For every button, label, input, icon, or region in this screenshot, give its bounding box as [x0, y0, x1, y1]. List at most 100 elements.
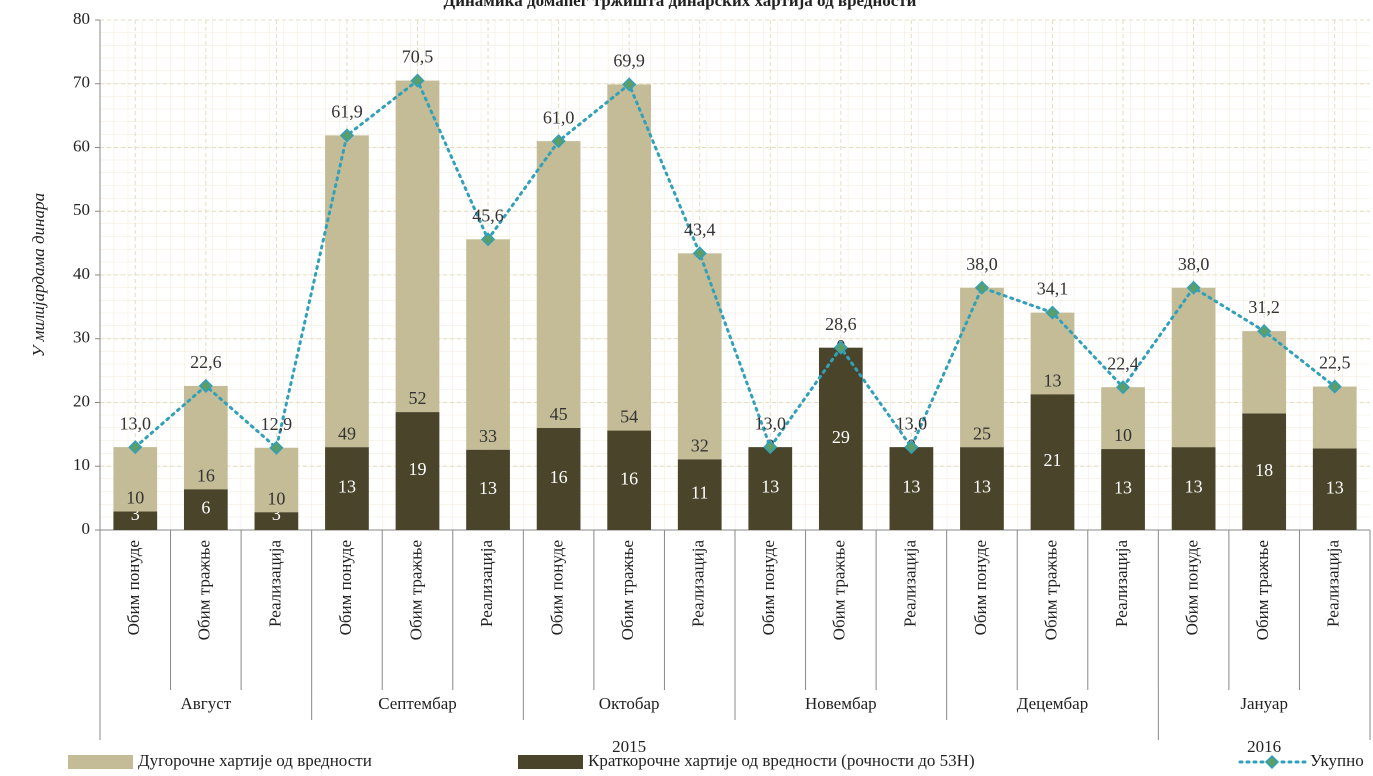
data-label: 13,0 [896, 413, 928, 433]
data-label: 11 [691, 483, 708, 503]
legend-label: Укупно [1310, 751, 1364, 770]
y-tick-label: 70 [73, 73, 90, 92]
bar-segment [1242, 331, 1287, 414]
bar-segment [607, 84, 652, 431]
data-label: 69,9 [613, 51, 645, 71]
data-label: 16 [620, 468, 638, 488]
x-tick-label: Реализација [1112, 540, 1131, 627]
month-label: Јануар [1240, 694, 1288, 713]
data-label: 22,5 [1319, 353, 1351, 373]
data-label: 13 [973, 477, 991, 497]
line-marker [128, 440, 143, 455]
chart-title: Динамика домаћег тржишта динарских харти… [444, 0, 917, 10]
x-tick-label: Обим тражње [406, 540, 425, 640]
bar-segment [607, 430, 652, 530]
data-label: 16 [197, 465, 215, 485]
line-marker [269, 440, 284, 455]
line-marker [1257, 324, 1272, 339]
x-tick-label: Реализација [689, 540, 708, 627]
bar-segment [818, 347, 863, 530]
line-marker [198, 378, 213, 393]
data-label: 61,9 [331, 102, 363, 122]
month-label: Август [180, 694, 231, 713]
data-label: 10 [126, 488, 144, 508]
month-label: Децембар [1017, 694, 1088, 713]
year-label: 2016 [1247, 737, 1281, 756]
bar-segment [395, 80, 440, 413]
y-tick-label: 30 [73, 328, 90, 347]
bar-segment [325, 135, 369, 448]
bar-segment [1312, 448, 1357, 530]
bar-segment [1242, 413, 1287, 530]
data-label: 38,0 [1178, 254, 1210, 274]
month-label: Септембар [378, 694, 457, 713]
legend-label: Краткорочне хартије од вредности (рочнос… [588, 751, 975, 770]
x-tick-label: Реализација [900, 540, 919, 627]
x-tick-label: Обим тражње [1041, 540, 1060, 640]
bar-segment [466, 449, 510, 530]
x-tick-label: Обим понуде [336, 540, 355, 635]
legend-swatch [518, 755, 583, 769]
data-label: 13 [479, 478, 497, 498]
data-label: 10 [1114, 425, 1132, 445]
year-label: 2015 [612, 737, 646, 756]
y-tick-label: 10 [73, 455, 90, 474]
bar-segment [1030, 394, 1075, 530]
data-label: 13 [1114, 478, 1132, 498]
bar-segment [466, 239, 510, 450]
data-label: 70,5 [402, 47, 434, 67]
line-marker [551, 134, 566, 149]
y-tick-label: 80 [73, 9, 90, 28]
data-label: 43,4 [684, 219, 716, 239]
x-tick-label: Реализација [1324, 540, 1343, 627]
data-label: 16 [550, 467, 568, 487]
x-tick-label: Обим понуде [1183, 540, 1202, 635]
x-tick-label: Обим понуде [548, 540, 567, 635]
bar-segment [113, 447, 158, 512]
line-marker [480, 232, 496, 247]
data-label: 22,4 [1107, 353, 1139, 373]
data-label: 19 [409, 459, 427, 479]
bar-segment [536, 141, 581, 428]
bar-segment [183, 489, 228, 530]
y-tick-label: 60 [73, 136, 90, 155]
x-tick-label: Обим тражње [618, 540, 637, 640]
x-tick-label: Обим понуде [124, 540, 143, 635]
data-label: 13 [1185, 477, 1203, 497]
bar-segment [395, 412, 440, 530]
bar-segment [254, 447, 299, 513]
month-label: Новембар [805, 694, 877, 713]
line-marker [339, 128, 355, 143]
bar-segment [1171, 447, 1216, 530]
data-label: 52 [409, 388, 427, 408]
x-tick-label: Обим тражње [830, 540, 849, 640]
bar-segment [325, 447, 369, 530]
legend-label: Дугорочне хартије од вредности [138, 751, 372, 770]
bar-segment [889, 447, 934, 530]
data-label: 49 [338, 423, 356, 443]
month-label: Октобар [599, 694, 660, 713]
bar-segment [113, 511, 158, 530]
data-label: 3 [272, 504, 281, 524]
line-marker [622, 77, 637, 92]
data-label: 54 [620, 407, 638, 427]
x-tick-label: Реализација [265, 540, 284, 627]
data-label: 61,0 [543, 107, 575, 127]
data-label: 32 [691, 435, 709, 455]
data-label: 29 [832, 427, 850, 447]
data-label: 10 [267, 488, 285, 508]
data-label: 25 [973, 423, 991, 443]
line-marker [1045, 305, 1060, 320]
data-label: 13 [1044, 370, 1062, 390]
bar-segment [677, 459, 722, 530]
data-label: 31,2 [1248, 297, 1280, 317]
y-tick-label: 20 [73, 391, 90, 410]
line-marker [904, 440, 919, 455]
data-label: 13 [338, 477, 356, 497]
data-label: 45 [550, 404, 568, 424]
data-label: 13 [902, 477, 920, 497]
bar-segment [960, 447, 1004, 530]
line-marker [1186, 280, 1201, 295]
data-label: 33 [479, 426, 497, 446]
bar-segment [254, 512, 299, 530]
